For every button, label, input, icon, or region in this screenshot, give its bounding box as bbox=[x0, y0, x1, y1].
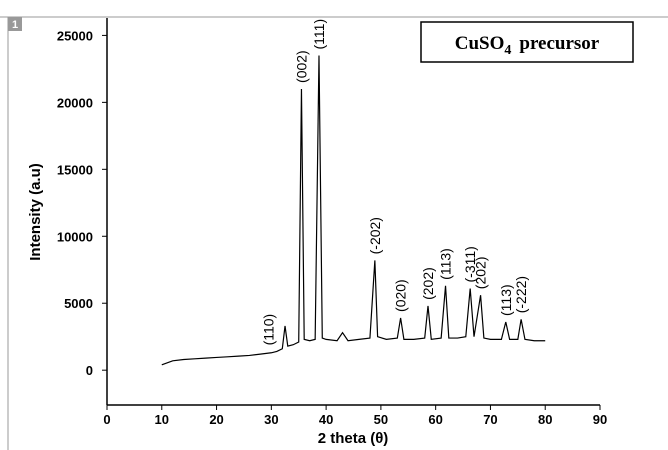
peak-label: (113) bbox=[498, 284, 514, 316]
y-tick-label: 20000 bbox=[57, 95, 93, 110]
peak-label: (202) bbox=[473, 257, 489, 290]
x-tick-label: 60 bbox=[428, 412, 442, 427]
x-tick-label: 70 bbox=[483, 412, 497, 427]
x-tick-label: 80 bbox=[538, 412, 552, 427]
peak-label: (020) bbox=[393, 279, 409, 312]
peak-label: (113) bbox=[438, 248, 454, 280]
panel-label: 1 bbox=[12, 19, 18, 31]
x-tick-label: 0 bbox=[103, 412, 110, 427]
peak-label: (111) bbox=[311, 19, 327, 50]
y-tick-label: 10000 bbox=[57, 229, 93, 244]
title-main: CuSO bbox=[455, 33, 505, 54]
peak-label: (-202) bbox=[367, 217, 383, 254]
spectrum-line bbox=[161, 55, 546, 366]
panel-badge bbox=[8, 17, 22, 31]
peak-label: (202) bbox=[420, 267, 436, 300]
peak-label: (110) bbox=[261, 314, 277, 346]
y-axis-label: Intensity (a.u) bbox=[27, 163, 44, 261]
x-tick-label: 10 bbox=[155, 412, 169, 427]
title-subscript: 4 bbox=[504, 43, 511, 58]
y-tick-label: 25000 bbox=[57, 28, 93, 43]
peak-label: (002) bbox=[293, 50, 309, 83]
y-tick-label: 15000 bbox=[57, 162, 93, 177]
chart-title: CuSO4 precursor bbox=[455, 33, 600, 58]
y-tick-label: 0 bbox=[86, 363, 93, 378]
x-tick-label: 30 bbox=[264, 412, 278, 427]
title-box bbox=[420, 21, 634, 63]
x-tick-label: 90 bbox=[593, 412, 607, 427]
x-tick-label: 40 bbox=[319, 412, 333, 427]
peak-label: (-222) bbox=[513, 276, 529, 313]
x-axis-label: 2 theta (θ) bbox=[318, 430, 389, 447]
peak-label: (-311) bbox=[462, 246, 478, 282]
y-tick-label: 5000 bbox=[64, 296, 93, 311]
title-rest: precursor bbox=[519, 33, 599, 54]
x-tick-label: 20 bbox=[209, 412, 223, 427]
x-tick-label: 50 bbox=[374, 412, 388, 427]
